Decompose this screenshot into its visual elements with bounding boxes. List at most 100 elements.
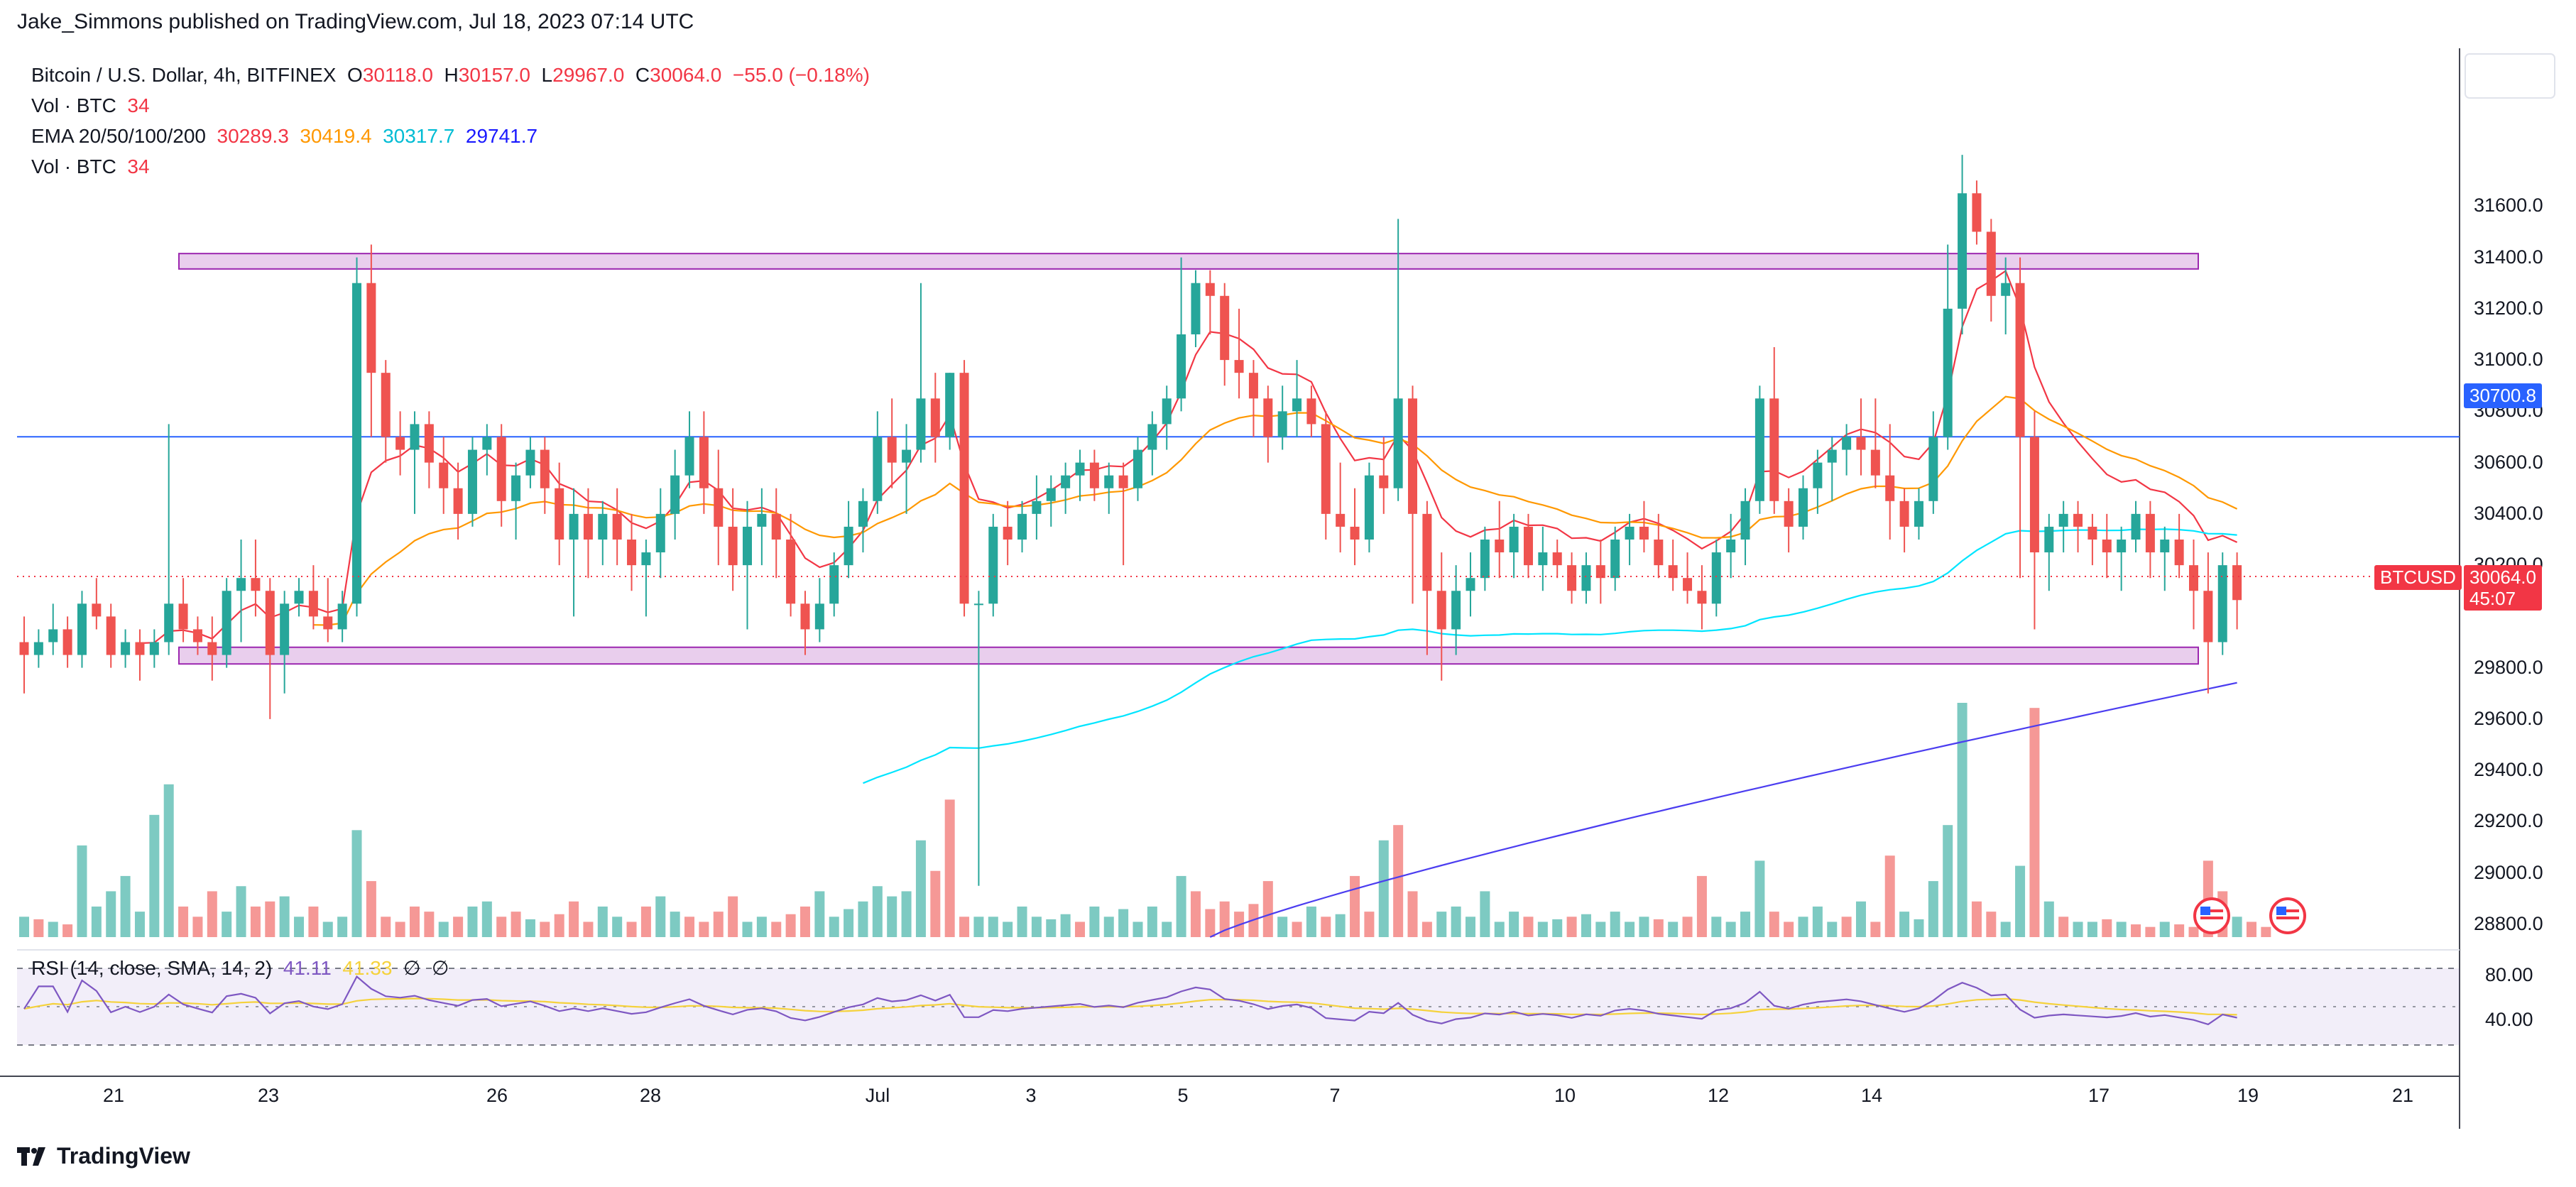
volume-bar [1812,906,1823,937]
candle-body [1306,398,1316,425]
last-price-tag: 30064.0 45:07 [2464,565,2542,611]
volume-bar [2058,917,2069,937]
us-flag-icon[interactable] [2269,897,2306,934]
time-axis-label: 3 [1025,1085,1037,1106]
volume-bar [858,901,868,937]
candle-body [2174,540,2184,566]
volume-bar [1219,901,1230,937]
candle-body [1654,540,1664,566]
candle-body [728,526,738,566]
candle-body [1856,437,1866,450]
candle-body [1842,437,1852,450]
volume-bar [1653,919,1664,937]
time-axis-label: 7 [1329,1085,1341,1106]
volume-bar [481,901,492,937]
candle-body [1133,449,1142,488]
candle-body [814,603,824,630]
candle-body [670,475,680,514]
candle-body [887,437,897,463]
rsi-legend[interactable]: RSI (14, close, SMA, 14, 2) 41.11 41.33 … [31,956,449,980]
axis-settings-box[interactable] [2465,53,2555,99]
candle-body [829,565,839,604]
volume-bar [1740,912,1751,937]
volume-bar [1696,875,1707,937]
candle-body [164,603,174,642]
ema200-value: 29741.7 [465,125,538,147]
volume-bar [799,906,810,937]
rsi-label: RSI (14, close, SMA, 14, 2) [31,957,273,979]
candle-body [555,488,564,540]
candle-body [1350,526,1360,540]
volume-bar [467,906,478,937]
volume-bar [1784,921,1794,937]
volume-bar [713,912,724,937]
candle-body [1248,373,1258,399]
candle-body [1075,462,1085,476]
volume-label-2: Vol · BTC [31,155,116,177]
candle-body [858,500,868,527]
volume-bar [1639,917,1649,937]
candle-body [1625,526,1634,540]
volume-bar [438,921,449,937]
symbol-tag: BTCUSD [2374,565,2462,590]
volume-bar [120,875,131,937]
candle-body [1769,398,1779,501]
candle-body [106,616,116,655]
ema200-line [1209,682,2237,938]
ema-row[interactable]: EMA 20/50/100/200 30289.3 30419.4 30317.… [31,121,870,151]
volume-bar [322,921,333,937]
volume-bar [1884,855,1895,937]
candle-body [1046,488,1056,501]
candle-body [62,629,72,655]
volume-bar [597,906,608,937]
volume-bar [1769,912,1779,937]
candle-body [598,513,608,540]
footer-brand[interactable]: TradingView [17,1143,190,1169]
symbol-title[interactable]: Bitcoin / U.S. Dollar, 4h, BITFINEX [31,64,337,86]
volume-bar [944,799,955,937]
volume-bar [496,917,507,937]
candle-body [1191,283,1201,334]
candle-body [135,642,145,655]
volume-bar [1190,891,1201,937]
volume-bar [626,921,637,937]
volume-bar [2159,921,2170,937]
volume-bar [771,921,782,937]
volume-bar [1494,921,1505,937]
volume-bar [1075,921,1086,937]
volume-bar [1552,919,1563,937]
volume-bar [1914,919,1924,937]
open-value: 30118.0 [362,64,433,86]
volume-bar [1855,901,1866,937]
volume-bar [2043,901,2054,937]
volume-bar [728,896,738,937]
candle-body [1061,475,1071,488]
volume-bar [988,917,998,937]
volume-bar [655,896,666,937]
candle-body [1899,500,1909,527]
candle-body [308,591,318,617]
volume-bar [1957,703,1968,937]
candle-body [1379,475,1389,488]
volume-bar [1595,921,1606,937]
volume-bar [930,870,941,937]
volume-row-2[interactable]: Vol · BTC 34 [31,151,870,182]
candle-body [1885,475,1895,501]
support-resistance-zones[interactable] [178,253,2199,665]
high-label: H [444,64,459,86]
candle-body [439,462,449,488]
volume-bar [366,881,376,937]
volume-bar [612,917,623,937]
candle-body [1870,449,1880,476]
us-flag-icon[interactable] [2193,897,2230,934]
volume-bar [2073,921,2083,937]
volume-bar [1031,917,1042,937]
candle-body [1958,193,1968,309]
volume-bar [1046,919,1057,937]
zone-rect [178,253,2199,270]
candle-body [2015,283,2025,437]
time-axis-label: 17 [2087,1085,2110,1106]
volume-bar [1350,875,1360,937]
volume-row[interactable]: Vol · BTC 34 [31,90,870,121]
